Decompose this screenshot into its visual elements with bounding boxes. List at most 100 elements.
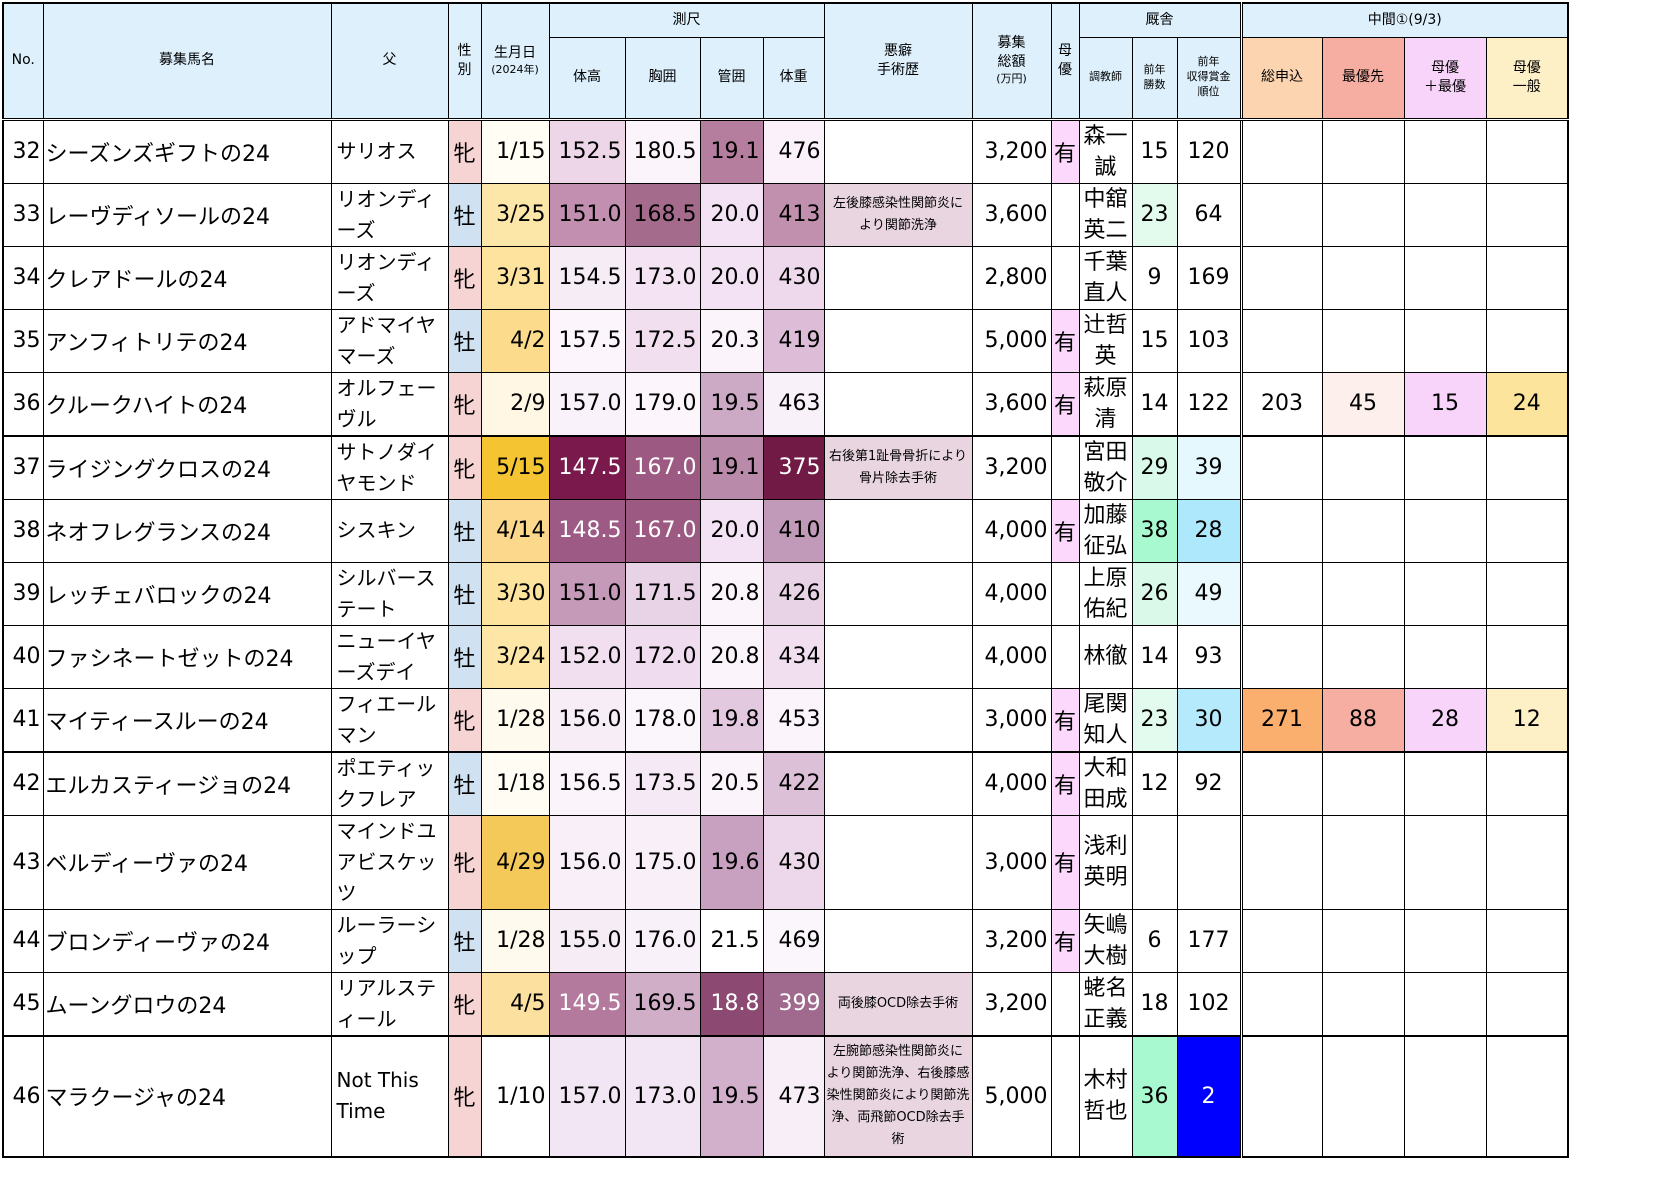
cell-weight: 419 [762,308,825,373]
cell-name: クルークハイトの24 [42,371,332,437]
cell-mother-general [1485,118,1569,184]
header-price-unit: (万円) [996,72,1027,86]
cell-wins: 12 [1131,751,1178,816]
cell-sex: 牡 [447,308,482,373]
header-sex: 性別 [447,2,482,121]
cell-trainer: 林徹 [1078,624,1133,689]
header-chest: 胸囲 [624,36,701,121]
cell-name: アンフィトリテの24 [42,308,332,373]
cell-sex: 牡 [447,624,482,689]
cell-height: 157.5 [548,308,626,373]
header-wins-line1: 前年 [1143,62,1166,76]
cell-priority [1321,561,1405,626]
header-price-line2: 総額 [997,54,1026,71]
cell-no: 38 [2,498,44,563]
cell-birth: 1/15 [480,118,550,184]
cell-sex: 牡 [447,498,482,563]
cell-note [823,371,973,437]
table-row: 38 ネオフレグランスの24 シスキン牡 4/14 148.5 167.0 20.0 410 4… [2,498,1569,563]
cell-trainer: 千葉直人 [1078,245,1133,310]
cell-weight: 476 [762,118,825,184]
cell-trainer: 辻哲英 [1078,308,1133,373]
cell-note [823,624,973,689]
header-vice-line2: 手術歴 [877,61,919,78]
cell-weight: 473 [762,1035,825,1158]
cell-price: 2,800 [971,245,1052,310]
cell-sire: マインドユアビスケッツ [330,814,449,910]
table-row: 43 ベルディーヴァの24 マインドユアビスケッツ牝 4/29 156.0 175.0 19… [2,814,1569,910]
cell-weight: 453 [762,687,825,753]
cell-no: 35 [2,308,44,373]
cell-cannon: 19.5 [699,371,764,437]
cell-mother-priority [1403,561,1487,626]
cell-no: 32 [2,118,44,184]
cell-sex: 牝 [447,371,482,437]
cell-name: ベルディーヴァの24 [42,814,332,910]
table-row: 33 レーヴディソールの24 リオンディーズ牡 3/25 151.0 168.5 20.0 4… [2,182,1569,247]
cell-weight: 413 [762,182,825,247]
cell-priority [1321,245,1405,310]
cell-price: 4,000 [971,751,1052,816]
cell-name: クレアドールの24 [42,245,332,310]
cell-name: ライジングクロスの24 [42,435,332,500]
cell-total [1239,308,1323,373]
cell-sire: リアルスティール [330,971,449,1037]
cell-rank: 2 [1176,1035,1242,1158]
cell-mother: 有 [1050,308,1080,373]
cell-mother-general: 24 [1485,371,1569,437]
header-cannon: 管囲 [699,36,764,121]
table-row: 42 エルカスティージョの24 ポエティックフレア牡 1/18 156.5 173.5 20… [2,751,1569,816]
cell-priority [1321,308,1405,373]
header-measure-group: 測尺 [548,2,825,38]
cell-mother-general [1485,498,1569,563]
header-priority: 最優先 [1321,36,1405,121]
cell-mother [1050,435,1080,500]
cell-chest: 172.5 [624,308,701,373]
header-total: 総申込 [1239,36,1323,121]
cell-sire: フィエールマン [330,687,449,753]
cell-trainer: 中舘英二 [1078,182,1133,247]
header-mother: 母優 [1050,2,1080,121]
cell-height: 156.0 [548,687,626,753]
cell-mother-priority [1403,498,1487,563]
table-row: 41 マイティースルーの24 フィエールマン牝 1/28 156.0 178.0 19.8 4… [2,687,1569,753]
cell-mother-general [1485,624,1569,689]
header-interim-group: 中間①(9/3) [1239,2,1569,38]
cell-no: 41 [2,687,44,753]
cell-mother-priority [1403,814,1487,910]
table-row: 35 アンフィトリテの24 アドマイヤマーズ牡 4/2 157.5 172.5 20.3 41… [2,308,1569,373]
cell-cannon: 19.8 [699,687,764,753]
cell-wins: 38 [1131,498,1178,563]
cell-mother-general [1485,435,1569,500]
table-row: 32 シーズンズギフトの24 サリオス牝 1/15 152.5 180.5 19.1 476 3… [2,118,1569,184]
cell-trainer: 萩原清 [1078,371,1133,437]
cell-height: 147.5 [548,435,626,500]
header-rank-line2: 収得賞金 [1186,70,1231,84]
cell-name: レーヴディソールの24 [42,182,332,247]
cell-wins [1131,814,1178,910]
cell-cannon: 18.8 [699,971,764,1037]
cell-rank: 28 [1176,498,1242,563]
cell-sex: 牝 [447,971,482,1037]
cell-mother: 有 [1050,118,1080,184]
header-wins: 前年 勝数 [1131,36,1178,121]
header-price-line1: 募集 [997,35,1026,52]
cell-trainer: 浅利英明 [1078,814,1133,910]
cell-height: 156.5 [548,751,626,816]
cell-total [1239,971,1323,1037]
header-height: 体高 [548,36,626,121]
cell-mother: 有 [1050,687,1080,753]
cell-weight: 422 [762,751,825,816]
cell-rank [1176,814,1242,910]
header-vice-line1: 悪癖 [884,42,912,59]
cell-mother-priority [1403,182,1487,247]
header-stable-group: 厩舎 [1078,2,1242,38]
cell-mother-priority: 15 [1403,371,1487,437]
header-weight: 体重 [762,36,825,121]
cell-chest: 180.5 [624,118,701,184]
cell-sire: リオンディーズ [330,245,449,310]
cell-price: 3,200 [971,971,1052,1037]
cell-birth: 5/15 [480,435,550,500]
cell-priority: 45 [1321,371,1405,437]
cell-total: 271 [1239,687,1323,753]
